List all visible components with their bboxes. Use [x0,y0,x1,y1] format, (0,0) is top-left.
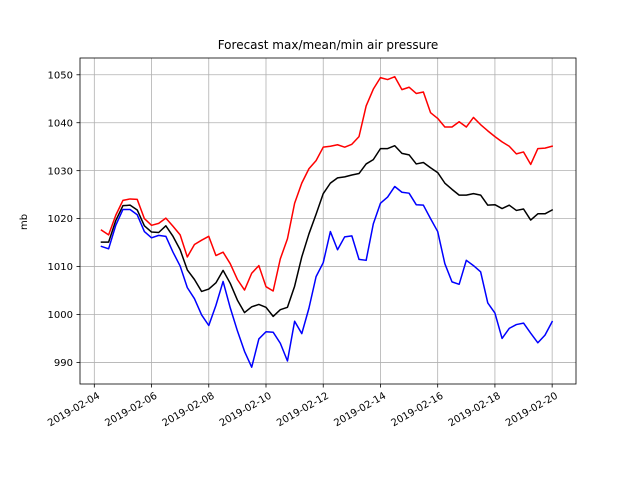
series-line-0 [100,75,554,292]
y-tick-label: 1050 [48,70,73,81]
y-tick-label: 990 [54,358,73,369]
y-axis-label: mb [19,214,30,230]
axes-frame [79,57,577,385]
y-tick-label: 1030 [48,166,73,177]
y-tick-label: 1040 [48,118,73,129]
chart-title: Forecast max/mean/min air pressure [218,38,439,52]
grid [80,58,576,384]
series-line-2 [100,185,554,368]
series-line-1 [100,144,554,318]
y-tick-label: 1000 [48,310,73,321]
y-tick-label: 1020 [48,214,73,225]
y-tick-label: 1010 [48,262,73,273]
series-lines [100,75,554,368]
